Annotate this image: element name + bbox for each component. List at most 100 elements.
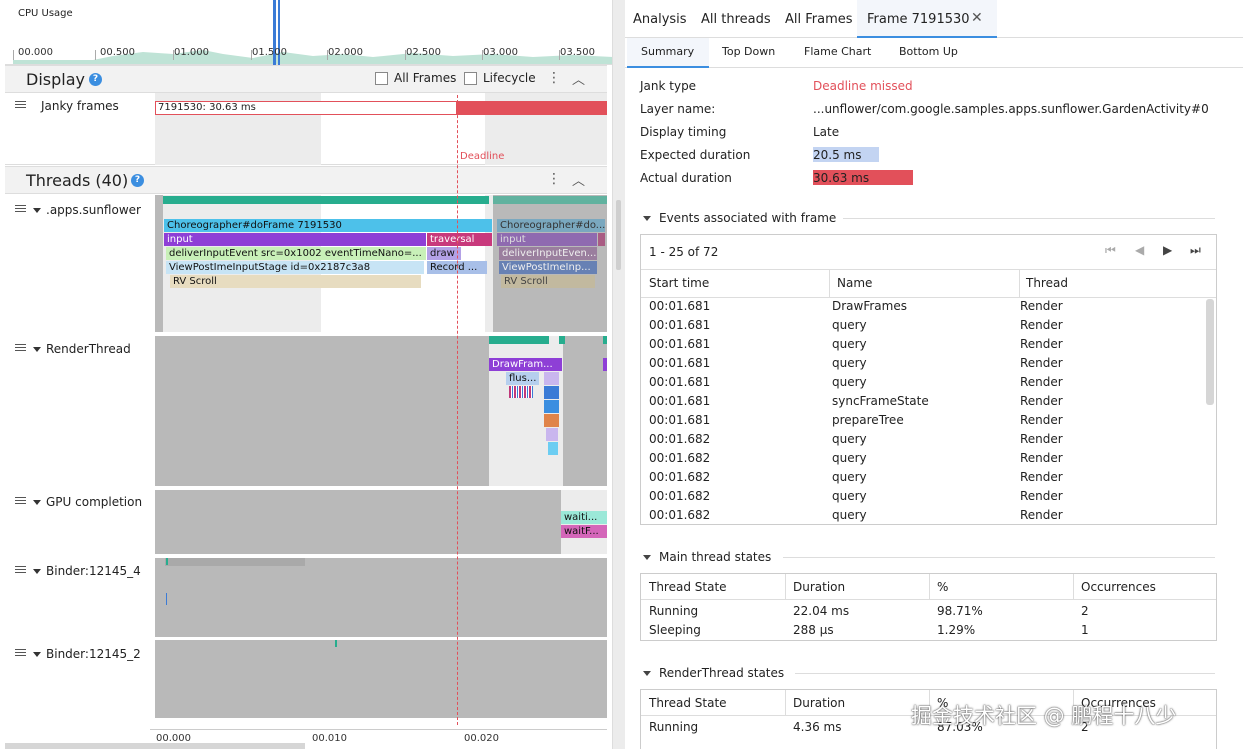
slice-traversal[interactable]: traversal [427,233,492,246]
slice-waitfence[interactable]: waitF... [561,525,607,538]
events-group-header[interactable]: Events associated with frame [643,211,836,225]
event-cell[interactable]: 00:01.682 [649,451,711,465]
expand-arrow-icon[interactable] [33,347,41,352]
thread-label-binder2[interactable]: Binder:12145_2 [33,647,141,661]
main-state-cell[interactable]: 1 [1081,623,1089,637]
event-cell[interactable]: 00:01.681 [649,356,711,370]
last-page-icon[interactable]: ⏭ [1190,243,1201,257]
collapse-arrow-icon[interactable] [643,216,651,221]
expand-arrow-icon[interactable] [33,208,41,213]
col-occurrences[interactable]: Occurrences [1081,696,1156,710]
event-cell[interactable]: 00:01.682 [649,470,711,484]
slice-drawframes[interactable]: DrawFram... [489,358,562,371]
prev-page-icon[interactable]: ◀ [1135,243,1145,257]
main-state-cell[interactable]: 1.29% [937,623,976,637]
event-cell[interactable]: query [832,337,867,351]
slice-viewpostime[interactable]: ViewPostImeInputStage id=0x2187c3a8 [166,261,424,274]
event-cell[interactable]: query [832,356,867,370]
col-name[interactable]: Name [837,276,873,290]
first-page-icon[interactable]: ⏮ [1105,243,1116,257]
thread-label-main[interactable]: .apps.sunflower [33,203,141,217]
help-icon[interactable]: ? [131,174,144,187]
event-cell[interactable]: query [832,375,867,389]
ghost-slice[interactable]: Choreographer#do... [497,219,605,232]
event-cell[interactable]: Render [1020,413,1063,427]
slice-deliver-input[interactable]: deliverInputEvent src=0x1002 eventTimeNa… [166,247,426,260]
help-icon[interactable]: ? [89,73,102,86]
subtab-bottom-up[interactable]: Bottom Up [899,45,958,58]
thread-label-gpu[interactable]: GPU completion [33,495,142,509]
janky-frame-bar[interactable]: 7191530: 30.63 ms [155,101,457,115]
tab-all-threads[interactable]: All threads [701,12,771,27]
event-cell[interactable]: 00:01.681 [649,375,711,389]
col-start-time[interactable]: Start time [649,276,710,290]
slice-flush[interactable]: flus... [506,372,539,385]
render-state-cell[interactable]: 4.36 ms [793,720,842,734]
event-cell[interactable]: query [832,508,867,522]
lifecycle-checkbox[interactable] [464,72,477,85]
event-cell[interactable]: Render [1020,318,1063,332]
event-cell[interactable]: syncFrameState [832,394,929,408]
event-cell[interactable]: 00:01.681 [649,299,711,313]
event-cell[interactable]: 00:01.681 [649,337,711,351]
more-options-icon[interactable]: ⋮ [547,171,561,187]
thread-label-binder4[interactable]: Binder:12145_4 [33,564,141,578]
event-cell[interactable]: Render [1020,432,1063,446]
event-cell[interactable]: Render [1020,508,1063,522]
subtab-top-down[interactable]: Top Down [722,45,776,58]
ghost-slice[interactable]: ViewPostImeInp... [499,261,597,274]
collapse-icon[interactable]: ︿ [572,174,586,189]
main-states-header[interactable]: Main thread states [643,550,771,564]
event-cell[interactable]: Render [1020,394,1063,408]
col-duration[interactable]: Duration [793,696,846,710]
slice-waiting[interactable]: waiti... [561,511,607,524]
panel-splitter[interactable] [612,0,625,749]
event-cell[interactable]: 00:01.682 [649,508,711,522]
tab-analysis[interactable]: Analysis [633,12,687,27]
expand-arrow-icon[interactable] [33,500,41,505]
tab-all-frames[interactable]: All Frames [785,12,853,27]
event-cell[interactable]: 00:01.682 [649,489,711,503]
event-cell[interactable]: Render [1020,451,1063,465]
render-state-cell[interactable]: 2 [1081,720,1089,734]
col-percent[interactable]: % [937,580,949,594]
tab-frame[interactable]: Frame 7191530 [867,12,970,27]
events-scrollbar[interactable] [1206,299,1214,405]
slice-rv-scroll[interactable]: RV Scroll [170,275,421,288]
drag-handle-icon[interactable] [15,497,26,506]
next-page-icon[interactable]: ▶ [1163,243,1173,257]
more-options-icon[interactable]: ⋮ [547,70,561,86]
thread-label-render[interactable]: RenderThread [33,342,131,356]
event-cell[interactable]: query [832,470,867,484]
render-state-cell[interactable]: Running [649,720,699,734]
event-cell[interactable]: Render [1020,299,1063,313]
horizontal-scrollbar[interactable] [5,743,305,749]
event-cell[interactable]: query [832,318,867,332]
event-cell[interactable]: DrawFrames [832,299,907,313]
drag-handle-icon[interactable] [15,566,26,575]
janky-frame-overrun[interactable] [457,101,607,115]
slice-draw[interactable]: draw [427,247,461,260]
main-state-cell[interactable]: 98.71% [937,604,983,618]
event-cell[interactable]: query [832,489,867,503]
event-cell[interactable]: Render [1020,337,1063,351]
cpu-usage-track[interactable]: CPU Usage 00.000 00.500 01.000 01.500 02… [5,0,613,65]
gpu-completion-track[interactable] [155,490,561,554]
binder2-track[interactable] [155,640,607,718]
event-cell[interactable]: 00:01.682 [649,432,711,446]
ghost-slice[interactable]: deliverInputEven... [499,247,597,260]
collapse-icon[interactable]: ︿ [572,73,586,88]
main-state-cell[interactable]: Running [649,604,699,618]
render-states-header[interactable]: RenderThread states [643,666,784,680]
main-state-cell[interactable]: Sleeping [649,623,701,637]
event-cell[interactable]: Render [1020,375,1063,389]
col-occurrences[interactable]: Occurrences [1081,580,1156,594]
main-state-cell[interactable]: 288 µs [793,623,834,637]
col-thread-state[interactable]: Thread State [649,580,727,594]
slice-input[interactable]: input [164,233,426,246]
col-percent[interactable]: % [937,696,949,710]
binder4-track[interactable] [155,558,607,637]
subtab-flame-chart[interactable]: Flame Chart [804,45,872,58]
main-state-cell[interactable]: 2 [1081,604,1089,618]
drag-handle-icon[interactable] [15,649,26,658]
